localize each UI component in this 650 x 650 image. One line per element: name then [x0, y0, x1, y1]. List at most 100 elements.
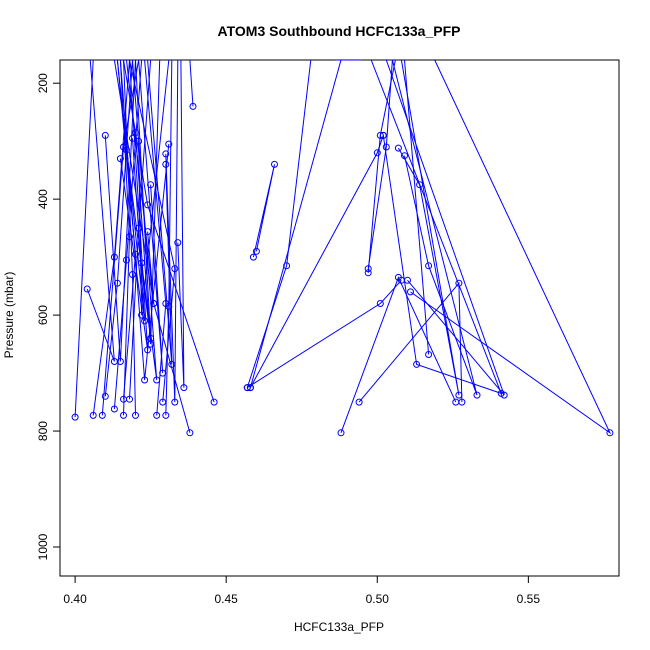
data-point: [83, 285, 91, 293]
data-point: [189, 102, 197, 110]
data-point: [120, 395, 127, 403]
data-point: [162, 411, 170, 419]
data-point: [101, 131, 109, 139]
data-point: [404, 276, 411, 284]
series-line: [119, 60, 170, 381]
series-line: [138, 60, 164, 374]
data-point: [116, 358, 124, 365]
series-line: [410, 60, 612, 435]
data-point: [132, 411, 139, 419]
data-point: [271, 160, 278, 168]
data-point: [71, 413, 79, 421]
data-point: [458, 398, 466, 406]
x-axis: 0.40 0.45 0.50 0.55: [63, 576, 540, 606]
data-point: [141, 376, 149, 384]
y-tick-label: 600: [36, 305, 50, 325]
data-point: [425, 262, 433, 270]
data-point: [162, 150, 170, 158]
series-line: [367, 60, 393, 269]
data-point: [500, 391, 508, 399]
series-line: [165, 60, 179, 403]
data-point: [249, 253, 257, 261]
data-point: [186, 429, 194, 437]
data-point: [180, 384, 188, 392]
plot-area: [71, 60, 614, 437]
series-line: [397, 60, 460, 396]
data-point: [120, 411, 127, 419]
series-line: [86, 60, 115, 362]
x-tick-label: 0.50: [366, 592, 390, 606]
y-axis: 200 400 600 800 1000: [36, 73, 60, 560]
y-axis-label: Pressure (mbar): [2, 272, 16, 359]
y-tick-label: 800: [36, 421, 50, 441]
data-point: [407, 288, 414, 296]
series-line: [132, 60, 158, 381]
series-line: [404, 60, 430, 355]
data-point: [138, 259, 146, 267]
data-point: [379, 131, 387, 139]
data-point: [144, 201, 152, 209]
y-tick-label: 1000: [36, 533, 50, 560]
data-point: [413, 360, 421, 368]
data-point: [110, 405, 118, 413]
x-tick-label: 0.45: [215, 592, 239, 606]
data-point: [159, 398, 167, 406]
data-point: [116, 155, 124, 163]
data-point: [171, 265, 179, 273]
series-line: [189, 60, 194, 107]
series-line: [129, 60, 176, 403]
series-line: [144, 60, 167, 416]
data-point: [153, 411, 161, 419]
data-point: [364, 269, 372, 277]
data-point: [337, 429, 345, 437]
data-point: [394, 273, 402, 281]
data-point: [110, 358, 118, 365]
series-line: [177, 60, 185, 388]
y-tick-label: 200: [36, 73, 50, 93]
data-point: [174, 239, 182, 247]
series-line: [358, 281, 463, 403]
x-axis-label: HCFC133a_PFP: [294, 620, 384, 634]
data-point: [129, 271, 136, 278]
data-point: [376, 300, 384, 307]
series-line: [249, 60, 342, 388]
data-point: [165, 140, 173, 148]
data-point: [373, 149, 381, 157]
data-point: [252, 247, 260, 255]
data-point: [394, 144, 402, 152]
data-point: [144, 228, 152, 236]
series-line: [113, 60, 191, 433]
series-line: [147, 60, 173, 365]
series-line: [249, 135, 384, 388]
data-point: [153, 376, 161, 384]
series-line: [370, 60, 503, 395]
x-tick-label: 0.55: [517, 592, 541, 606]
data-point: [98, 411, 106, 419]
data-point: [416, 181, 424, 189]
data-point: [606, 429, 614, 437]
x-tick-label: 0.40: [63, 592, 87, 606]
data-point: [382, 143, 390, 151]
series-line: [138, 60, 170, 316]
series-line: [123, 60, 215, 403]
series-line: [385, 60, 505, 396]
data-point: [355, 398, 363, 406]
data-point: [138, 311, 146, 319]
data-point: [171, 398, 179, 406]
data-point: [425, 351, 433, 358]
chart-title: ATOM3 Southbound HCFC133a_PFP: [218, 23, 461, 39]
data-point: [126, 395, 133, 403]
series-line: [391, 60, 478, 396]
data-point: [89, 411, 97, 419]
data-point: [455, 391, 463, 399]
series-line: [104, 60, 133, 397]
series-line: [246, 60, 312, 388]
series-line: [340, 276, 457, 433]
data-point: [473, 391, 481, 399]
data-point: [123, 256, 130, 264]
data-point: [452, 398, 460, 406]
data-point: [101, 392, 109, 400]
series-line: [123, 60, 136, 416]
